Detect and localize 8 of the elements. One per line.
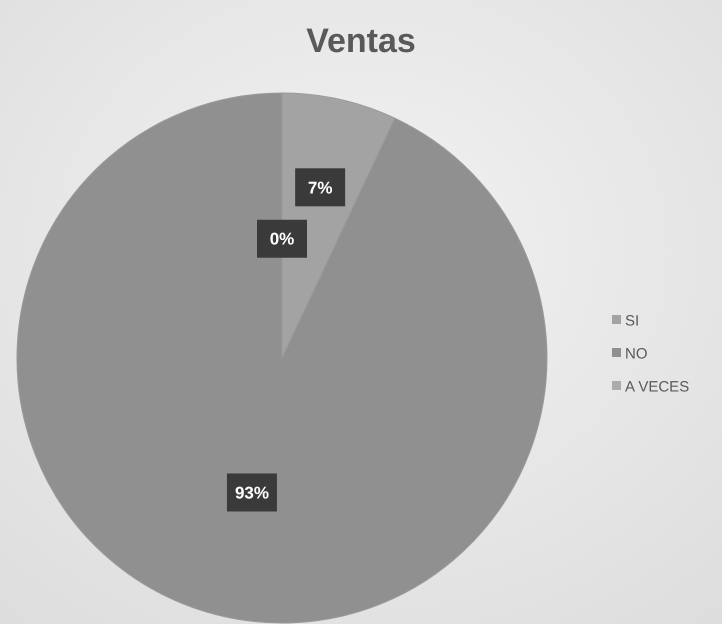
text: 0%	[270, 230, 294, 249]
legend-label: SI	[625, 312, 640, 330]
data-label: 93%	[234, 483, 269, 502]
legend-label: NO	[625, 345, 648, 362]
chart-title: Ventas	[306, 22, 416, 60]
pie-slice	[16, 92, 548, 624]
data-label: 7%	[308, 178, 332, 198]
legend-label: A VECES	[625, 378, 690, 396]
